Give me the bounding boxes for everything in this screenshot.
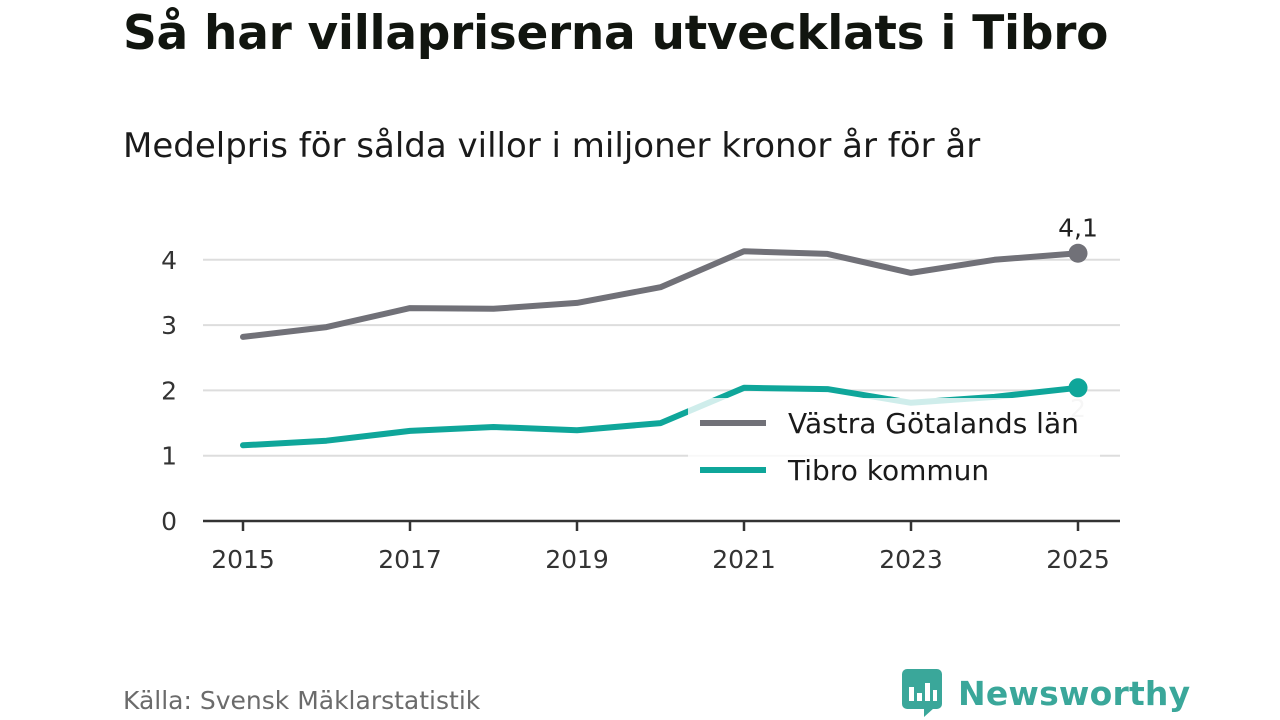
x-axis: 2015 2017 2019 2021 2023 2025 <box>203 519 1120 574</box>
legend-background <box>688 398 1100 496</box>
brand-logo: Newsworthy <box>902 668 1190 718</box>
x-tick-label: 2021 <box>712 545 776 574</box>
x-tick-label: 2023 <box>879 545 943 574</box>
y-tick-label: 2 <box>161 376 177 405</box>
x-tick-label: 2015 <box>211 545 275 574</box>
source-note: Källa: Svensk Mäklarstatistik <box>123 686 481 715</box>
bar-chart-speech-bubble-icon <box>902 669 942 717</box>
y-axis-ticks: 0 1 2 3 4 <box>161 246 177 536</box>
y-tick-label: 0 <box>161 507 177 536</box>
series-end-marker <box>1068 378 1088 398</box>
x-tick-label: 2017 <box>378 545 442 574</box>
brand-name: Newsworthy <box>958 673 1191 713</box>
series-line-vastra-gotaland <box>240 248 1081 340</box>
y-tick-label: 4 <box>161 246 177 275</box>
x-tick-label: 2025 <box>1046 545 1110 574</box>
legend: Västra Götalands län Tibro kommun <box>688 398 1100 496</box>
series-end-label: 4,1 <box>1058 213 1098 242</box>
legend-label: Tibro kommun <box>787 454 989 487</box>
x-tick-label: 2019 <box>545 545 609 574</box>
y-tick-label: 1 <box>161 442 177 471</box>
legend-label: Västra Götalands län <box>788 407 1079 440</box>
series-end-marker <box>1068 243 1088 263</box>
y-tick-label: 3 <box>161 311 177 340</box>
chart-subtitle: Medelpris för sålda villor i miljoner kr… <box>123 126 981 166</box>
chart-title: Så har villapriserna utvecklats i Tibro <box>123 6 1109 61</box>
